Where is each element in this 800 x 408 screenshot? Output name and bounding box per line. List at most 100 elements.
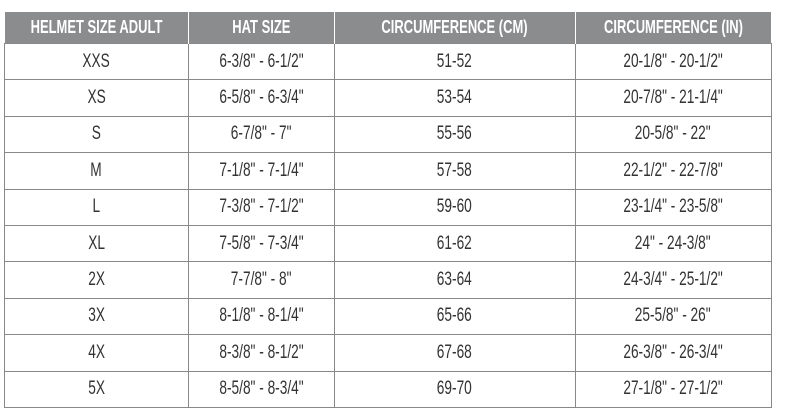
table-cell: 27-1/8" - 27-1/2": [574, 370, 772, 408]
cell-text: 26-3/8" - 26-3/4": [623, 341, 723, 363]
cell-text: 6-5/8" - 6-3/4": [218, 87, 304, 109]
table-cell: 51-52: [333, 42, 576, 81]
table-cell: 26-3/8" - 26-3/4": [574, 334, 772, 372]
cell-text: 7-7/8" - 8": [230, 269, 292, 291]
table-row: 3X 8-1/8" - 8-1/4" 65-66 25-5/8" - 26": [4, 297, 772, 336]
table-cell: 65-66: [333, 297, 576, 336]
cell-text: 20-1/8" - 20-1/2": [623, 50, 723, 72]
table-cell: M: [4, 152, 189, 190]
cell-text: 23-1/4" - 23-5/8": [623, 196, 723, 218]
table-row: XL 7-5/8" - 7-3/4" 61-62 24" - 24-3/8": [4, 224, 772, 263]
table-row: M 7-1/8" - 7-1/4" 57-58 22-1/2" - 22-7/8": [4, 152, 772, 190]
cell-text: 8-3/8" - 8-1/2": [218, 341, 304, 363]
table-cell: 25-5/8" - 26": [574, 297, 772, 336]
cell-text: 6-3/8" - 6-1/2": [218, 50, 304, 72]
table-cell: 5X: [4, 370, 189, 408]
cell-text: 63-64: [436, 269, 472, 291]
table-cell: 20-7/8" - 21-1/4": [574, 79, 772, 117]
cell-text: 4X: [87, 341, 105, 363]
table-cell: XS: [4, 79, 189, 117]
column-header-label: HAT SIZE: [231, 17, 291, 37]
table-cell: 61-62: [333, 224, 576, 263]
cell-text: 69-70: [436, 378, 472, 400]
column-header: HAT SIZE: [188, 12, 335, 44]
table-cell: 6-5/8" - 6-3/4": [187, 79, 335, 117]
table-cell: 57-58: [333, 152, 576, 190]
table-cell: 7-1/8" - 7-1/4": [187, 152, 335, 190]
cell-text: 7-1/8" - 7-1/4": [218, 159, 304, 181]
header-row: HELMET SIZE ADULT HAT SIZE CIRCUMFERENCE (…: [4, 12, 771, 44]
cell-text: 61-62: [436, 232, 472, 254]
table-cell: 20-1/8" - 20-1/2": [574, 42, 772, 81]
table-row: L 7-3/8" - 7-1/2" 59-60 23-1/4" - 23-5/8": [4, 188, 772, 226]
table-row: S 6-7/8" - 7" 55-56 20-5/8" - 22": [4, 115, 772, 154]
cell-text: 6-7/8" - 7": [230, 123, 292, 145]
cell-text: 5X: [87, 378, 105, 400]
cell-text: M: [90, 159, 102, 181]
cell-text: 20-7/8" - 21-1/4": [623, 87, 723, 109]
table-row: 4X 8-3/8" - 8-1/2" 67-68 26-3/8" - 26-3/4": [4, 334, 772, 372]
cell-text: L: [92, 196, 101, 218]
table-cell: 67-68: [333, 334, 576, 372]
cell-text: 8-1/8" - 8-1/4": [218, 305, 304, 327]
column-header-label: HELMET SIZE ADULT: [30, 17, 162, 37]
cell-text: 2X: [87, 269, 105, 291]
table-cell: 53-54: [333, 79, 576, 117]
table-cell: XL: [4, 224, 189, 263]
cell-text: 20-5/8" - 22": [635, 123, 711, 145]
column-header: CIRCUMFERENCE (IN): [575, 12, 771, 44]
cell-text: XXS: [82, 50, 110, 72]
table-cell: 8-1/8" - 8-1/4": [187, 297, 335, 336]
table-cell: 24" - 24-3/8": [574, 224, 772, 263]
cell-text: 53-54: [436, 87, 472, 109]
table-cell: 6-7/8" - 7": [187, 115, 335, 154]
column-header: CIRCUMFERENCE (CM): [334, 12, 576, 44]
table-cell: 8-3/8" - 8-1/2": [187, 334, 335, 372]
cell-text: 67-68: [436, 341, 472, 363]
table-row: XS 6-5/8" - 6-3/4" 53-54 20-7/8" - 21-1/4": [4, 79, 772, 117]
cell-text: XL: [87, 232, 105, 254]
cell-text: S: [91, 123, 101, 145]
helmet-size-table: HELMET SIZE ADULT HAT SIZE CIRCUMFERENCE (…: [4, 12, 772, 408]
cell-text: XS: [87, 87, 106, 109]
table-cell: 3X: [4, 297, 189, 336]
table-cell: 55-56: [333, 115, 576, 154]
table-cell: 59-60: [333, 188, 576, 226]
table-cell: 22-1/2" - 22-7/8": [574, 152, 772, 190]
cell-text: 59-60: [436, 196, 472, 218]
table-cell: 6-3/8" - 6-1/2": [187, 42, 335, 81]
table-cell: 69-70: [333, 370, 576, 408]
table-cell: L: [4, 188, 189, 226]
table-cell: 63-64: [333, 261, 576, 299]
table-cell: 7-3/8" - 7-1/2": [187, 188, 335, 226]
table-row: 5X 8-5/8" - 8-3/4" 69-70 27-1/8" - 27-1/2": [4, 370, 772, 408]
cell-text: 51-52: [436, 50, 472, 72]
cell-text: 7-3/8" - 7-1/2": [218, 196, 304, 218]
column-header-label: CIRCUMFERENCE (CM): [381, 17, 528, 37]
cell-text: 27-1/8" - 27-1/2": [623, 378, 723, 400]
table-cell: 4X: [4, 334, 189, 372]
table-cell: 20-5/8" - 22": [574, 115, 772, 154]
cell-text: 25-5/8" - 26": [635, 305, 711, 327]
table-cell: 23-1/4" - 23-5/8": [574, 188, 772, 226]
table-row: XXS 6-3/8" - 6-1/2" 51-52 20-1/8" - 20-1/2": [4, 42, 772, 81]
table-cell: S: [4, 115, 189, 154]
cell-text: 7-5/8" - 7-3/4": [218, 232, 304, 254]
cell-text: 55-56: [436, 123, 472, 145]
cell-text: 3X: [87, 305, 105, 327]
table-cell: XXS: [4, 42, 189, 81]
cell-text: 65-66: [436, 305, 472, 327]
column-header-label: CIRCUMFERENCE (IN): [603, 17, 743, 37]
cell-text: 8-5/8" - 8-3/4": [218, 378, 304, 400]
cell-text: 22-1/2" - 22-7/8": [623, 159, 723, 181]
table-cell: 7-7/8" - 8": [187, 261, 335, 299]
table-cell: 7-5/8" - 7-3/4": [187, 224, 335, 263]
table-cell: 2X: [4, 261, 189, 299]
table-cell: 8-5/8" - 8-3/4": [187, 370, 335, 408]
table-row: 2X 7-7/8" - 8" 63-64 24-3/4" - 25-1/2": [4, 261, 772, 299]
cell-text: 57-58: [436, 159, 472, 181]
column-header: HELMET SIZE ADULT: [4, 12, 189, 44]
cell-text: 24-3/4" - 25-1/2": [623, 269, 723, 291]
table-cell: 24-3/4" - 25-1/2": [574, 261, 772, 299]
cell-text: 24" - 24-3/8": [635, 232, 711, 254]
